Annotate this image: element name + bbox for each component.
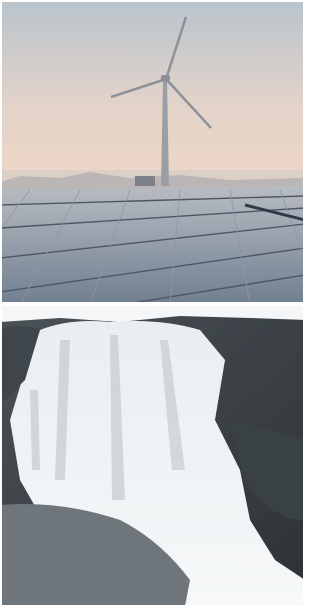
building: [135, 176, 155, 186]
photo-wind-solar: [0, 0, 305, 305]
photo-waterfall: [0, 306, 305, 606]
photo-collage: [0, 0, 305, 606]
page: (() => { const data = JSON.parse(documen…: [0, 0, 305, 606]
